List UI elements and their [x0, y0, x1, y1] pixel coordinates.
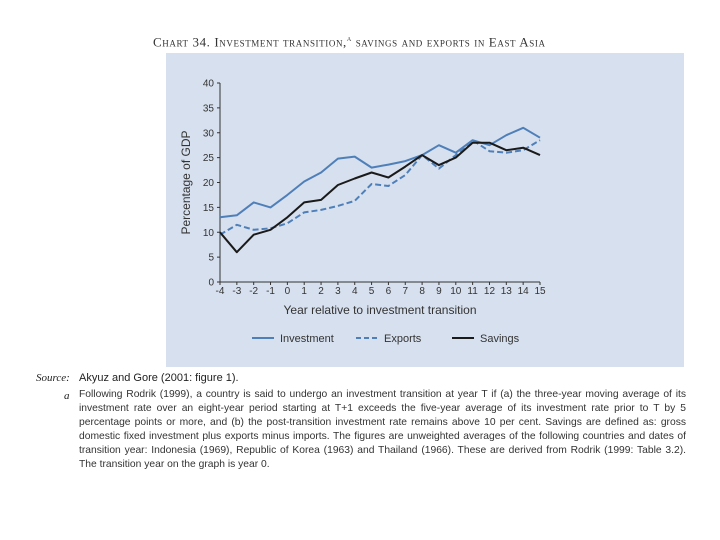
- x-tick-label: 6: [386, 286, 392, 297]
- y-tick-label: 5: [208, 253, 214, 264]
- x-tick-label: -4: [216, 286, 225, 297]
- footnote-mark: a: [64, 390, 70, 402]
- legend-label-exports: Exports: [384, 333, 422, 345]
- x-tick-label: -2: [249, 286, 258, 297]
- x-tick-label: 13: [501, 286, 513, 297]
- y-axis-label: Percentage of GDP: [179, 130, 193, 234]
- source-text: Akyuz and Gore (2001: figure 1).: [79, 372, 239, 384]
- y-tick-label: 35: [203, 103, 215, 114]
- legend-label-savings: Savings: [480, 333, 520, 345]
- x-tick-label: -3: [232, 286, 241, 297]
- legend-label-investment: Investment: [280, 333, 334, 345]
- x-tick-label: 2: [318, 286, 324, 297]
- y-tick-label: 40: [203, 79, 215, 90]
- x-tick-label: 9: [436, 286, 442, 297]
- x-tick-label: 0: [285, 286, 291, 297]
- y-tick-label: 10: [203, 228, 215, 239]
- x-tick-label: 7: [402, 286, 408, 297]
- x-tick-label: 3: [335, 286, 341, 297]
- x-axis-label: Year relative to investment transition: [284, 303, 477, 317]
- x-tick-label: 14: [518, 286, 530, 297]
- y-tick-label: 30: [203, 128, 215, 139]
- footnote-text: Following Rodrik (1999), a country is sa…: [79, 389, 686, 470]
- y-tick-label: 20: [203, 178, 215, 189]
- x-tick-label: 5: [369, 286, 375, 297]
- investment-line: [219, 126, 541, 219]
- x-tick-label: 4: [352, 286, 358, 297]
- chart-title: Chart 34. Investment transition,a saving…: [153, 34, 546, 50]
- y-tick-label: 15: [203, 203, 215, 214]
- x-tick-label: 12: [484, 286, 496, 297]
- x-tick-label: 8: [419, 286, 425, 297]
- x-tick-label: 1: [301, 286, 307, 297]
- x-tick-label: 15: [534, 286, 546, 297]
- chart-panel: 0 5 10 15 20 25 30 35 40 -4 -3 -2 -1 0 1 2 3 4 5 6 7 8 9 10 11 12…: [166, 53, 684, 367]
- source-label: Source:: [36, 372, 70, 384]
- y-tick-label: 25: [203, 153, 215, 164]
- exports-line: [219, 139, 541, 236]
- x-tick-label: 10: [450, 286, 462, 297]
- x-tick-label: 11: [467, 286, 478, 297]
- x-tick-label: -1: [266, 286, 275, 297]
- savings-line: [219, 141, 541, 254]
- y-tick-label: 0: [208, 278, 214, 289]
